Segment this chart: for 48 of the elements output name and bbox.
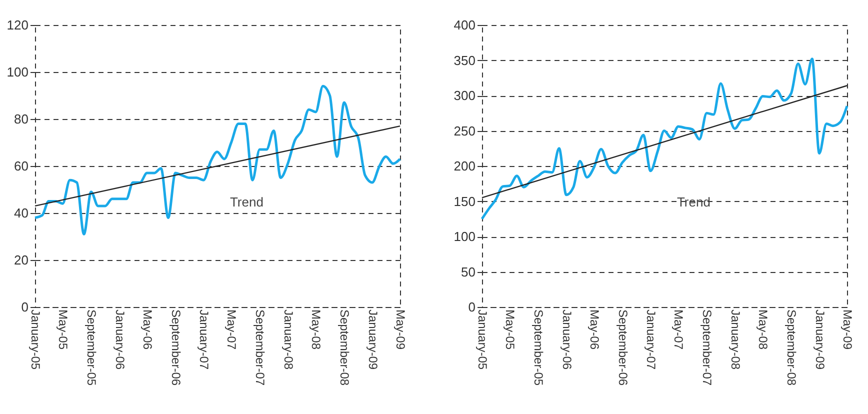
y-tick-label: 20 <box>14 252 28 268</box>
y-tick-label: 120 <box>6 18 28 32</box>
annotation: Trend <box>676 194 710 210</box>
x-tick-label: May-07 <box>672 310 686 350</box>
y-tick-label: 60 <box>14 158 28 174</box>
y-tick-label: 0 <box>21 300 28 314</box>
line-series <box>480 58 848 220</box>
x-tick-label: September-05 <box>84 310 99 386</box>
x-tick-label: May-06 <box>587 310 602 350</box>
x-tick-label: May-08 <box>756 310 770 350</box>
x-tick-label: May-05 <box>56 310 70 350</box>
y-tick-label: 0 <box>468 300 476 314</box>
x-tick-label: January-09 <box>366 310 380 370</box>
y-tick-label: 300 <box>454 88 476 103</box>
x-tick-label: January-08 <box>728 310 742 370</box>
line-series <box>34 84 402 236</box>
x-tick-label: January-08 <box>281 310 296 370</box>
y-tick-label: 150 <box>454 194 476 209</box>
x-tick-label: January-09 <box>812 310 827 370</box>
x-tick-label: January-05 <box>28 310 42 370</box>
x-tick-label: January-05 <box>476 310 490 370</box>
y-tick-label: 40 <box>14 206 28 220</box>
x-tick-label: September-06 <box>168 310 183 386</box>
x-tick-label: September-08 <box>784 310 799 386</box>
x-tick-label: September-08 <box>338 310 352 386</box>
annotation: Trend <box>230 194 264 210</box>
x-tick-label: January-07 <box>644 310 658 370</box>
y-tick-label: 400 <box>454 18 476 32</box>
x-tick-label: May-06 <box>140 310 154 350</box>
x-tick-label: May-07 <box>224 310 239 350</box>
x-tick-label: September-07 <box>700 310 714 386</box>
x-tick-label: January-06 <box>560 310 574 370</box>
y-tick-label: 100 <box>6 64 28 80</box>
x-tick-label: January-07 <box>197 310 212 370</box>
y-tick-label: 100 <box>454 229 476 244</box>
y-tick-label: 200 <box>454 158 476 174</box>
x-tick-label: September-07 <box>253 310 268 386</box>
x-tick-label: May-09 <box>394 310 408 350</box>
x-tick-label: May-05 <box>503 310 518 350</box>
x-tick-label: May-08 <box>309 310 324 350</box>
x-tick-label: January-06 <box>112 310 127 370</box>
y-tick-label: 250 <box>454 123 476 138</box>
x-tick-label: September-06 <box>616 310 630 386</box>
x-tick-label: September-05 <box>532 310 546 386</box>
y-tick-label: 50 <box>461 264 476 280</box>
y-tick-label: 80 <box>14 112 28 126</box>
y-tick-label: 350 <box>454 52 476 68</box>
x-tick-label: May-09 <box>840 310 854 350</box>
